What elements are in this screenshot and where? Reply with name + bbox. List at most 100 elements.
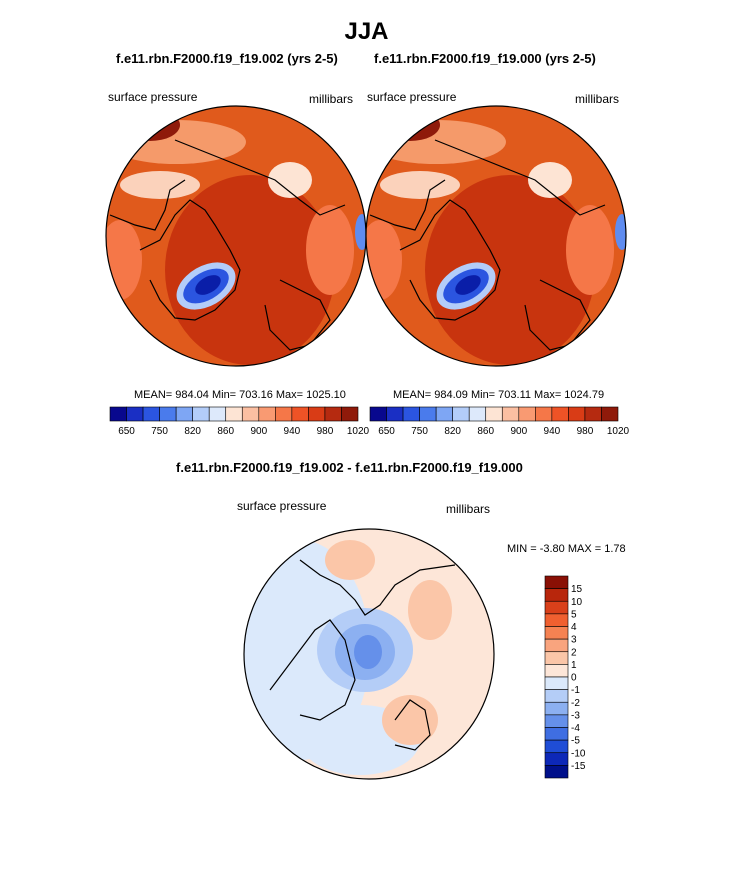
panel2-colorbar-swatch bbox=[419, 406, 437, 422]
coastline-arctic-islands bbox=[269, 619, 356, 721]
panel3-colorbar-tick-label: 5 bbox=[571, 609, 577, 620]
panel3-colorbar-swatch bbox=[544, 714, 569, 728]
panel1-left-label: surface pressure bbox=[108, 90, 198, 104]
panel3-colorbar-tick-label: -15 bbox=[571, 761, 586, 772]
panel3-colorbar-swatch bbox=[544, 575, 569, 589]
panel3-colorbar-swatch bbox=[544, 588, 569, 602]
east-pressure-patch bbox=[306, 205, 354, 295]
negative-core bbox=[354, 635, 382, 669]
lower-pressure-patch bbox=[120, 171, 200, 199]
panel2-colorbar-swatch bbox=[551, 406, 569, 422]
panel2-colorbar-tick-label: 650 bbox=[378, 426, 395, 437]
positive-patch-southeast bbox=[382, 695, 438, 745]
panel3-colorbar-swatch bbox=[544, 727, 569, 741]
east-pressure-patch bbox=[566, 205, 614, 295]
panel2-colorbar-swatch bbox=[568, 406, 586, 422]
panel2-colorbar-tick-label: 860 bbox=[477, 426, 494, 437]
coastline-canada bbox=[109, 179, 186, 231]
mountain-low-pressure bbox=[268, 162, 312, 198]
panel2-colorbar-swatch bbox=[601, 406, 619, 422]
panel3-colorbar-swatch bbox=[544, 600, 569, 615]
panel1-colorbar-swatch bbox=[291, 406, 309, 422]
coastline-canada bbox=[369, 179, 446, 231]
panel1-colorbar-tick-label: 650 bbox=[118, 426, 135, 437]
panel3-title: f.e11.rbn.F2000.f19_f19.002 - f.e11.rbn.… bbox=[176, 460, 523, 475]
panel1-colorbar-swatch bbox=[324, 406, 342, 422]
panel3-colorbar-tick-label: 15 bbox=[571, 584, 583, 595]
coastline-siberia bbox=[174, 139, 346, 216]
panel2-colorbar-tick-label: 820 bbox=[444, 426, 461, 437]
panel3-colorbar-swatch bbox=[544, 752, 569, 766]
panel3-map-border bbox=[243, 528, 495, 780]
panel3-colorbar-swatch bbox=[544, 651, 569, 665]
coastline-siberia bbox=[434, 139, 606, 216]
panel3-colorbar-tick-label: 10 bbox=[571, 597, 583, 608]
panel1-colorbar-swatch bbox=[341, 406, 359, 422]
panel1-colorbar-tick-label: 900 bbox=[250, 426, 267, 437]
very-high-pressure-patch bbox=[120, 109, 180, 141]
edge-low-pressure bbox=[615, 214, 626, 250]
panel2-left-label: surface pressure bbox=[367, 90, 457, 104]
panel3-left-label: surface pressure bbox=[237, 499, 327, 513]
panel2-colorbar-swatch bbox=[369, 406, 387, 422]
panel1-right-label: millibars bbox=[309, 92, 354, 106]
panel2-title: f.e11.rbn.F2000.f19_f19.000 (yrs 2-5) bbox=[374, 51, 596, 66]
panel2-colorbar-swatch bbox=[402, 406, 420, 422]
panel3-colorbar-tick-label: 4 bbox=[571, 622, 577, 633]
panel3-colorbar-tick-label: -3 bbox=[571, 710, 580, 721]
panel1-colorbar-swatch bbox=[192, 406, 210, 422]
panel1-colorbar-swatch bbox=[275, 406, 293, 422]
panel2-right-label: millibars bbox=[575, 92, 620, 106]
panel3-right-label: millibars bbox=[446, 502, 491, 516]
panel3-colorbar-tick-label: 2 bbox=[571, 647, 577, 658]
panel1-colorbar-swatch bbox=[225, 406, 243, 422]
panel3-colorbar-swatch bbox=[544, 739, 569, 754]
panel3-colorbar-swatch bbox=[544, 664, 569, 678]
coastline-greenland bbox=[399, 199, 501, 321]
panel1-colorbar-swatch bbox=[308, 406, 326, 422]
panel1-stats: MEAN= 984.04 Min= 703.16 Max= 1025.10 bbox=[134, 389, 346, 401]
panel3-colorbar-tick-label: 0 bbox=[571, 673, 577, 684]
panel2-colorbar-tick-label: 900 bbox=[510, 426, 527, 437]
panel2-colorbar-swatch bbox=[485, 406, 503, 422]
positive-patch-east bbox=[408, 580, 452, 640]
panel1-colorbar-tick-label: 860 bbox=[217, 426, 234, 437]
panel3-colorbar-swatch bbox=[544, 765, 569, 779]
panel1-colorbar-swatch bbox=[159, 406, 177, 422]
panel2-colorbar-swatch bbox=[468, 406, 487, 422]
panel2-colorbar-swatch bbox=[518, 406, 536, 422]
panel2-colorbar-swatch bbox=[501, 406, 520, 422]
panel3-colorbar-tick-label: 3 bbox=[571, 635, 577, 646]
coastline-scandinavia bbox=[394, 699, 431, 751]
coastline-greenland bbox=[139, 199, 241, 321]
panel1-map bbox=[106, 106, 366, 366]
panel1-colorbar-tick-label: 820 bbox=[184, 426, 201, 437]
panel3-colorbar-tick-label: -2 bbox=[571, 698, 580, 709]
panel3-colorbar-swatch bbox=[544, 701, 569, 716]
very-high-pressure-patch bbox=[380, 109, 440, 141]
panel3-colorbar-swatch bbox=[544, 689, 569, 703]
panel2-colorbar-swatch bbox=[452, 406, 470, 422]
panel3-colorbar-swatch bbox=[544, 638, 569, 653]
panel2-stats: MEAN= 984.09 Min= 703.11 Max= 1024.79 bbox=[393, 389, 605, 401]
panel3-colorbar-tick-label: -5 bbox=[571, 736, 580, 747]
greenland-core bbox=[455, 275, 481, 295]
panel3-stats: MIN = -3.80 MAX = 1.78 bbox=[507, 543, 626, 555]
panel2-map bbox=[366, 106, 626, 366]
coastline-europe bbox=[264, 279, 331, 351]
panel2-colorbar-tick-label: 980 bbox=[577, 426, 594, 437]
positive-patch-north bbox=[325, 540, 375, 580]
panel3-map bbox=[244, 529, 494, 779]
west-pressure-patch bbox=[106, 220, 142, 300]
panel2-colorbar-swatch bbox=[535, 406, 553, 422]
panel1-colorbar-swatch bbox=[175, 406, 193, 422]
panel1-colorbar-swatch bbox=[142, 406, 160, 422]
coastline-europe bbox=[524, 279, 591, 351]
panel3-colorbar-swatch bbox=[544, 613, 569, 627]
panel2-colorbar-swatch bbox=[584, 406, 602, 422]
panel1-colorbar-tick-label: 980 bbox=[317, 426, 334, 437]
high-pressure-region bbox=[165, 175, 335, 365]
panel3-colorbar-swatch bbox=[544, 626, 569, 640]
panel1-colorbar-swatch bbox=[241, 406, 260, 422]
